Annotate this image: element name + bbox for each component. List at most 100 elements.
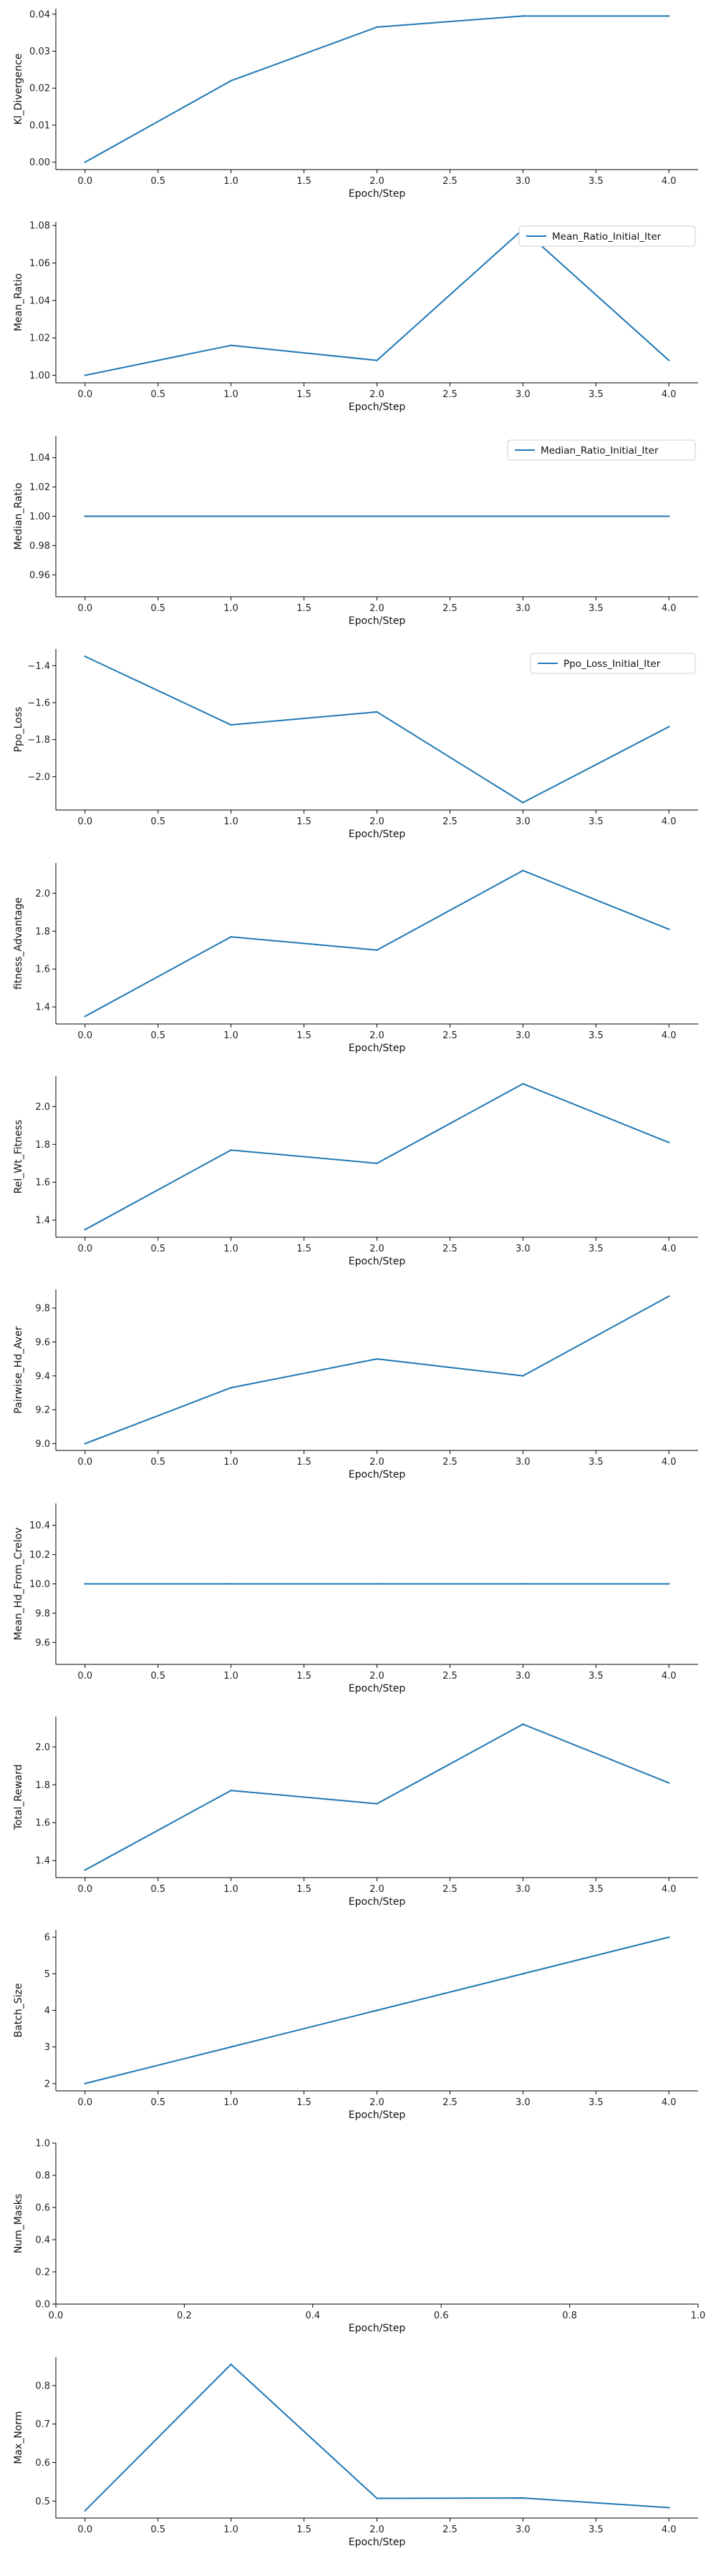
x-axis-label: Epoch/Step xyxy=(349,1683,406,1694)
data-point xyxy=(668,1782,670,1784)
x-tick-label: 1.5 xyxy=(296,1030,311,1041)
y-tick-label: 5 xyxy=(44,1969,50,1980)
y-tick-label: 9.0 xyxy=(35,1439,50,1450)
data-point xyxy=(522,1973,524,1975)
x-tick-label: 0.5 xyxy=(150,1884,165,1895)
y-tick-label: 3 xyxy=(44,2042,50,2053)
x-tick-label: 0.0 xyxy=(77,1244,92,1254)
chart-10: 2 3 4 5 6 0.0 0.5 1.0 1.5 2.0 2.5 3.0 3.5 4.0 Epoch/St… xyxy=(13,1930,698,2121)
y-tick-label: 9.6 xyxy=(35,1638,50,1649)
x-tick-label: 4.0 xyxy=(662,1671,677,1682)
data-point xyxy=(522,1375,524,1377)
x-tick-label: 1.5 xyxy=(296,389,311,400)
x-tick-label: 3.0 xyxy=(516,1671,531,1682)
series-line xyxy=(84,1723,669,1871)
y-tick-label: 2 xyxy=(44,2079,50,2089)
y-tick-label: −1.4 xyxy=(27,661,50,672)
x-axis-label: Epoch/Step xyxy=(349,2537,406,2548)
data-point xyxy=(84,655,86,658)
x-tick-label: 0.5 xyxy=(150,603,165,614)
data-point xyxy=(522,515,524,517)
data-point xyxy=(376,26,378,29)
x-tick-label: 3.0 xyxy=(516,1030,531,1041)
x-tick-label: 0.0 xyxy=(77,816,92,827)
y-tick-label: 2.0 xyxy=(35,889,50,899)
y-tick-label: 0.02 xyxy=(29,84,50,94)
y-tick-label: 0.8 xyxy=(35,2171,50,2182)
y-tick-label: 0.6 xyxy=(35,2203,50,2214)
y-tick-label: 1.00 xyxy=(29,371,50,381)
y-tick-label: 0.00 xyxy=(29,157,50,168)
y-tick-label: 0.8 xyxy=(35,2381,50,2391)
x-tick-label: 3.0 xyxy=(516,389,531,400)
y-tick-label: 4 xyxy=(44,2006,50,2016)
y-tick-label: 0.01 xyxy=(29,120,50,131)
legend-box xyxy=(530,653,696,674)
legend-label: Ppo_Loss_Initial_Iter xyxy=(563,658,661,670)
data-point xyxy=(230,344,232,346)
data-point xyxy=(84,2509,86,2512)
data-point xyxy=(668,1936,670,1938)
x-tick-label: 2.5 xyxy=(442,2524,458,2535)
data-point xyxy=(668,726,670,728)
data-point xyxy=(668,15,670,17)
legend-label: Median_Ratio_Initial_Iter xyxy=(541,445,659,457)
data-point xyxy=(522,15,524,17)
x-tick-label: 0.5 xyxy=(150,176,165,187)
y-tick-label: 10.2 xyxy=(29,1550,50,1561)
y-tick-label: 9.8 xyxy=(35,1609,50,1619)
x-tick-label: 1.5 xyxy=(296,2097,311,2108)
x-tick-label: 4.0 xyxy=(662,1457,677,1468)
data-point xyxy=(668,359,670,361)
x-tick-label: 0.8 xyxy=(562,2311,577,2321)
x-tick-label: 2.5 xyxy=(442,816,458,827)
series-line xyxy=(84,15,669,163)
y-tick-label: 0.98 xyxy=(29,541,50,552)
x-tick-label: 3.5 xyxy=(589,2524,604,2535)
data-point xyxy=(230,1583,232,1585)
x-tick-label: 1.0 xyxy=(223,1884,238,1895)
data-point xyxy=(522,2497,524,2499)
x-tick-label: 1.0 xyxy=(223,2524,238,2535)
x-tick-label: 2.0 xyxy=(369,603,384,614)
chart-1: 0.00 0.01 0.02 0.03 0.04 0.0 0.5 1.0 1.5 2.0 2.5 3.… xyxy=(13,9,698,200)
y-tick-label: 1.0 xyxy=(35,2139,50,2150)
chart-8: 9.6 9.8 10.0 10.2 10.4 0.0 0.5 1.0 1.5 2.0 2.5 3.0 3… xyxy=(13,1503,698,1694)
x-tick-label: 2.0 xyxy=(369,1671,384,1682)
y-tick-label: −1.8 xyxy=(27,735,50,746)
y-tick-label: 1.4 xyxy=(35,1216,50,1226)
series-line xyxy=(84,228,669,376)
x-tick-label: 1.0 xyxy=(223,389,238,400)
y-tick-label: 9.2 xyxy=(35,1405,50,1416)
data-point xyxy=(230,936,232,938)
data-point xyxy=(522,1723,524,1725)
series-line xyxy=(84,1295,669,1445)
data-point xyxy=(84,2082,86,2084)
x-tick-label: 1.0 xyxy=(223,1244,238,1254)
x-axis-label: Epoch/Step xyxy=(349,188,406,200)
x-tick-label: 2.0 xyxy=(369,2097,384,2108)
x-tick-label: 1.0 xyxy=(223,1030,238,1041)
x-tick-label: 0.0 xyxy=(77,1884,92,1895)
y-tick-label: 1.06 xyxy=(29,258,50,269)
x-axis-label: Epoch/Step xyxy=(349,1256,406,1267)
x-tick-label: 1.5 xyxy=(296,1671,311,1682)
data-point xyxy=(522,801,524,804)
y-tick-label: 0.04 xyxy=(29,9,50,20)
data-point xyxy=(230,723,232,726)
data-point xyxy=(668,1295,670,1297)
y-tick-label: 1.4 xyxy=(35,1002,50,1013)
x-tick-label: 2.5 xyxy=(442,1671,458,1682)
x-tick-label: 3.0 xyxy=(516,2097,531,2108)
data-point xyxy=(84,1443,86,1445)
x-tick-label: 3.5 xyxy=(589,176,604,187)
x-axis-label: Epoch/Step xyxy=(349,1043,406,1054)
data-point xyxy=(668,928,670,930)
data-point xyxy=(230,1149,232,1151)
x-tick-label: 4.0 xyxy=(662,176,677,187)
data-point xyxy=(230,2046,232,2048)
y-axis-label: Max_Norm xyxy=(13,2411,24,2464)
x-tick-label: 2.0 xyxy=(369,1244,384,1254)
chart-5: 1.4 1.6 1.8 2.0 0.0 0.5 1.0 1.5 2.0 2.5 3.0 3.5 4.0 E… xyxy=(13,863,698,1054)
chart-11: 0.0 0.2 0.4 0.6 0.8 1.0 0.0 0.2 0.4 0.6 0.8 1.0 Epoc… xyxy=(13,2139,705,2335)
